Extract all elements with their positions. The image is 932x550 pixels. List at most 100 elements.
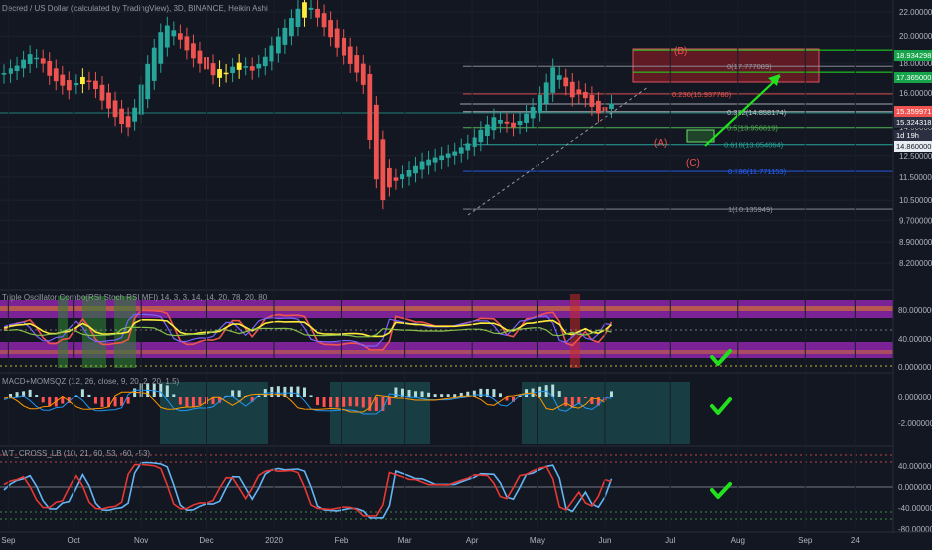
candle [445,153,451,158]
histogram-bar [296,386,300,397]
osc3-tick: 40.000000 [898,462,932,471]
candle [341,37,347,56]
histogram-bar [22,391,26,397]
candle [386,167,392,188]
price-tick-label: 11.500000 [899,173,932,182]
time-tick-label: May [530,536,545,545]
histogram-bar [590,397,594,405]
macd-pane[interactable]: MACD+MOMSQZ (12, 26, close, 9, 20, 2, 20… [0,372,893,444]
histogram-bar [453,394,457,397]
sell-highlight [570,294,580,368]
price-axis[interactable]: 22.00000020.00000018.00000016.00000014.0… [892,0,932,532]
osc2-tick: -2.000000 [898,419,932,428]
oscillator-lines [3,309,613,351]
support-zone[interactable] [686,129,715,143]
price-badge-label: 18.934298 [896,51,931,60]
histogram-bar [492,389,496,397]
candle [243,66,249,68]
wave-label-c: (C) [686,158,700,169]
histogram-bar [512,397,516,402]
histogram-bar [237,390,241,397]
histogram-bar [420,391,424,397]
histogram-bar [381,397,385,411]
price-badge[interactable] [894,72,932,83]
histogram-bar [276,386,280,397]
histogram-bar [283,386,287,397]
fib-label: 0.618(13.054064) [724,141,784,150]
price-badge[interactable] [894,50,932,61]
time-tick-label: Jun [599,536,612,545]
time-tick-label: Apr [466,536,479,545]
arrow-head-icon [768,74,780,86]
price-badge-label: 15.324318 [896,118,931,127]
price-tick-label: 16.000000 [899,89,932,98]
candle [504,121,510,124]
time-tick-label: Aug [731,536,745,545]
candle [236,62,242,70]
projection-arrow[interactable] [704,75,781,147]
candle [524,113,529,124]
histogram-bar [15,392,19,397]
price-tick-label: 8.900000 [899,238,932,247]
histogram-bar [28,389,32,397]
price-badge[interactable] [894,117,932,128]
price-badge[interactable] [894,130,932,141]
stoch-k-line [3,313,612,347]
histogram-bar [361,397,365,408]
candle [21,59,26,69]
candle [177,33,183,40]
candle [66,80,72,91]
histogram-bar [100,397,104,407]
candle [34,57,40,60]
histogram-bar [407,389,411,397]
wt-cross-pane[interactable]: WT_CROSS_LB (10, 21, 60, 53, -60, -53) [0,445,893,520]
candle [458,147,464,154]
trend-line-dashed[interactable] [467,86,649,216]
price-pane[interactable]: 0(17.777089) 0.236(15.937780) 0.382(14.858… [0,0,893,264]
histogram-bar [329,397,333,408]
osc1-tick: 80.000000 [898,306,932,315]
candle [164,25,170,48]
histogram-bar [342,397,346,407]
overbought-band [0,300,893,318]
osc1-tick: 40.000000 [898,335,932,344]
candle [14,65,20,72]
candle [334,28,340,48]
histogram-bar [596,397,600,406]
candle [609,103,614,110]
histogram-bar [551,384,555,397]
histogram-bar [87,394,91,397]
candle [373,104,379,180]
time-tick-label: Feb [335,536,349,545]
triple-oscillator-pane[interactable]: Triple Oscillator Combo(RSI Stoch RSI MF… [0,289,893,368]
price-badge[interactable] [894,106,932,117]
time-tick-label: Oct [67,536,80,545]
histogram-bar [446,394,450,397]
candle [354,55,360,73]
histogram-bar [231,390,235,397]
resistance-zone[interactable] [632,48,820,83]
candle [256,63,262,69]
price-badge[interactable] [894,141,932,152]
histogram-bar [472,390,476,397]
histogram-bar [159,383,163,397]
fib-retracement[interactable]: 0(17.777089) 0.236(15.937780) 0.382(14.858… [463,62,893,214]
candle [210,63,216,76]
horizontal-lines [0,49,893,114]
candle [106,92,111,109]
histogram-bar [355,397,359,407]
candle [79,76,85,85]
histogram-bar [165,385,169,397]
candle [426,159,431,166]
drawings-layer[interactable]: (B) (A) (C) [467,46,781,216]
time-tick-label: Jul [665,536,675,545]
histogram-bar [80,389,84,397]
stoch-rsi-line [3,309,613,351]
candle [556,75,562,80]
osc2-title: MACD+MOMSQZ (12, 26, close, 9, 20, 2, 20… [2,377,180,386]
candle [47,60,53,76]
candle [249,66,255,71]
